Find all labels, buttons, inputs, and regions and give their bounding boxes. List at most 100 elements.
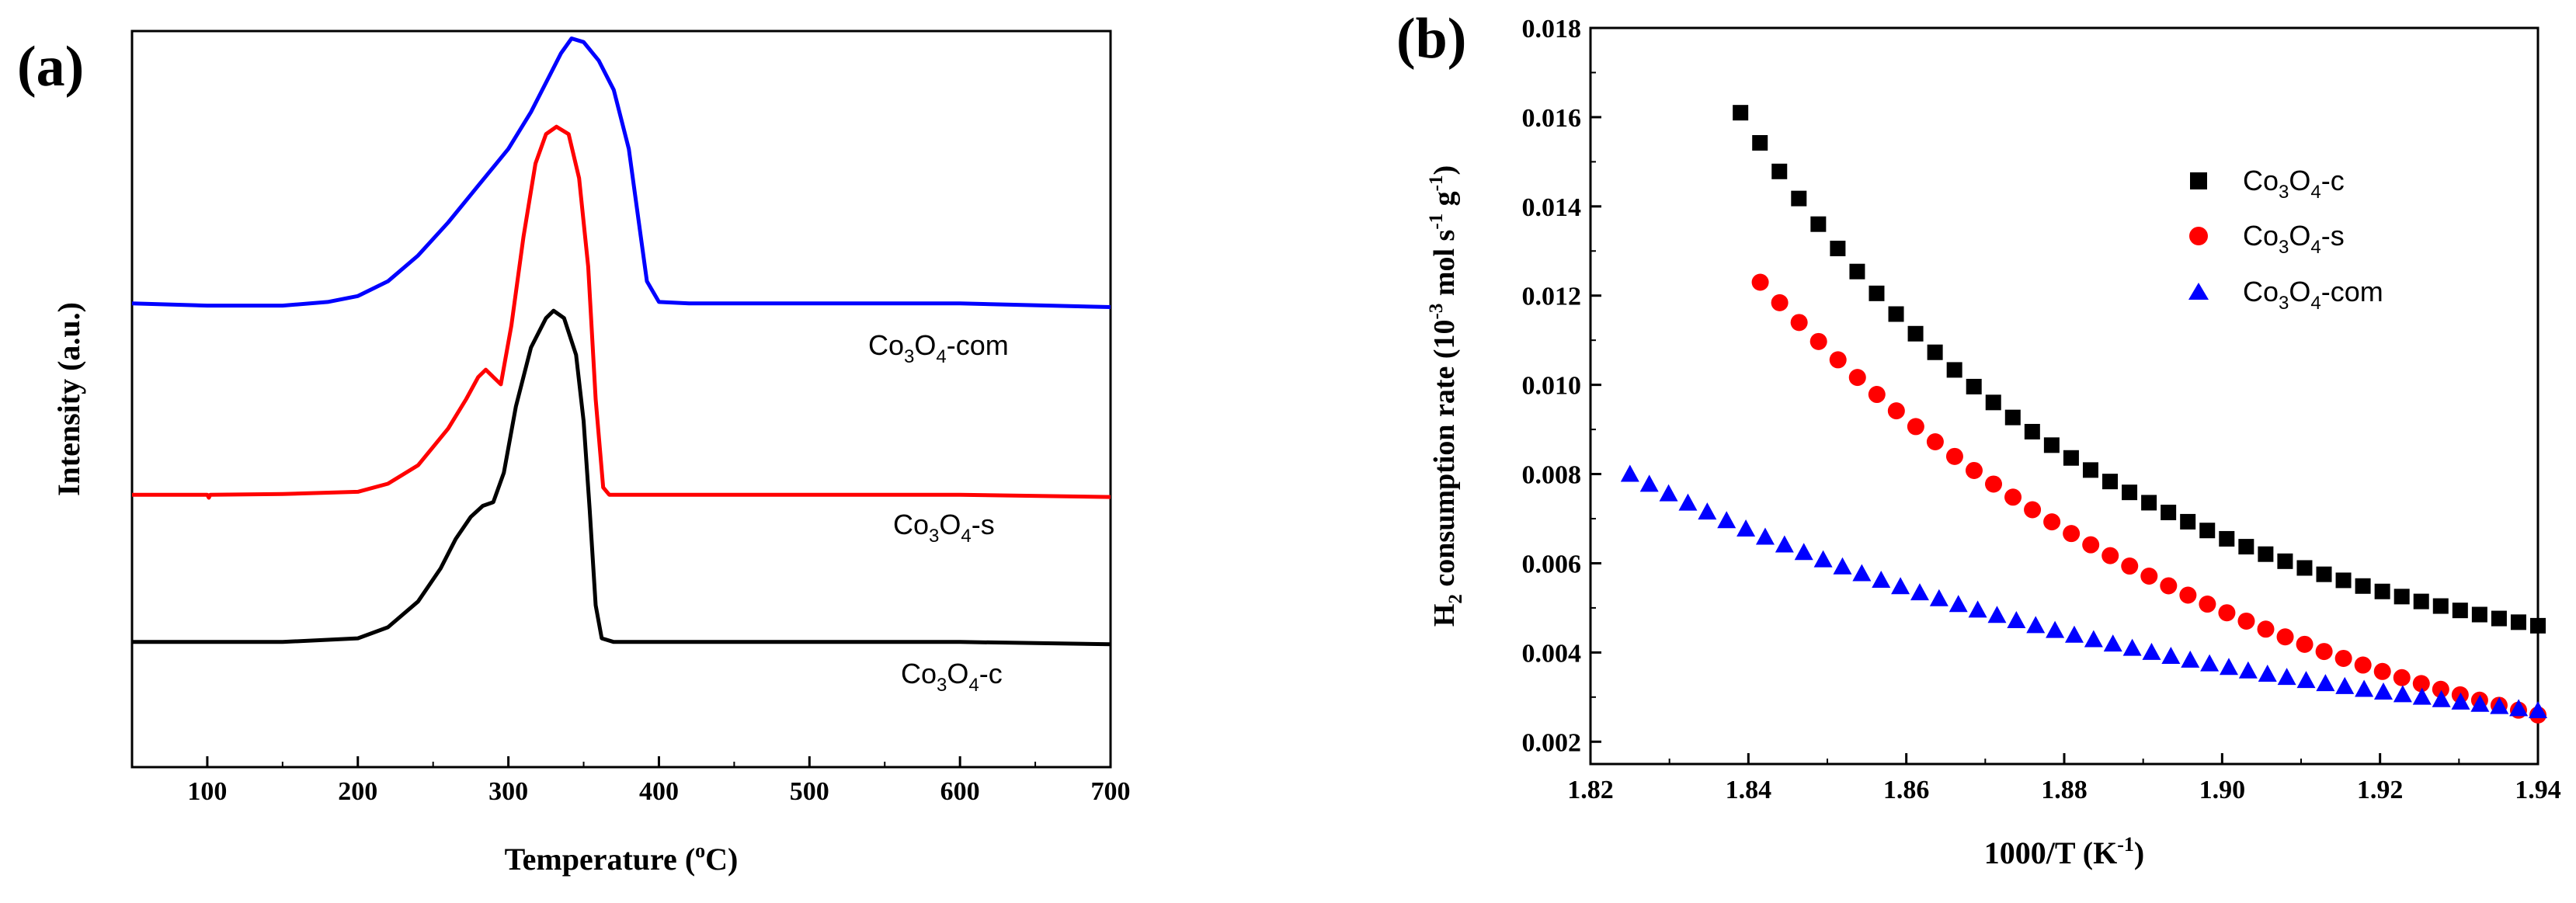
data-point-co3o4-c xyxy=(1946,362,1962,378)
panel-b-y-ticks: 0.002 0.004 0.006 0.008 0.010 0.012 0.014 0.016… xyxy=(1522,15,1601,757)
panel-b-x-tick-label: 1.88 xyxy=(2041,776,2088,804)
data-point-co3o4-c xyxy=(1907,325,1924,342)
panel-a-x-tick-label: 300 xyxy=(488,777,528,806)
series-label-co3o4-s: Co3O4-s xyxy=(893,509,995,547)
data-point-co3o4-c xyxy=(1791,190,1807,207)
data-point-co3o4-c xyxy=(2082,462,2098,478)
data-point-co3o4-com xyxy=(1717,511,1736,529)
data-point-co3o4-com xyxy=(2490,696,2509,714)
data-point-co3o4-c xyxy=(2452,603,2468,619)
panel-b-y-tick-label: 0.004 xyxy=(1522,639,1582,668)
data-point-co3o4-com xyxy=(2026,616,2046,634)
data-point-co3o4-s xyxy=(2043,513,2061,531)
legend-marker-co3o4-com xyxy=(2188,283,2209,300)
data-point-co3o4-c xyxy=(2219,530,2235,547)
panel-a-x-axis-label: Temperature (oC) xyxy=(505,839,739,877)
series-label-co3o4-com: Co3O4-com xyxy=(868,329,1009,367)
data-point-co3o4-com xyxy=(2296,671,2316,689)
data-point-co3o4-com xyxy=(1872,570,1891,588)
data-point-co3o4-s xyxy=(1868,386,1886,404)
data-point-co3o4-c xyxy=(2530,617,2546,634)
panel-b-x-tick-label: 1.84 xyxy=(1726,776,1772,804)
panel-b: (b) 1.82 1.84 1.86 1.88 1.90 1.92 1.94 0.0020.… xyxy=(1396,7,2561,870)
panel-b-y-tick-label: 0.012 xyxy=(1522,283,1582,311)
data-point-co3o4-s xyxy=(1965,461,1983,479)
data-point-co3o4-s xyxy=(1848,369,1866,387)
data-point-co3o4-s xyxy=(2160,577,2178,595)
data-point-co3o4-com xyxy=(2258,665,2277,682)
data-point-co3o4-c xyxy=(2413,593,2429,610)
data-point-co3o4-c xyxy=(2161,505,2177,521)
panel-a-x-tick-label: 100 xyxy=(187,777,227,806)
data-point-co3o4-com xyxy=(1891,577,1910,595)
data-point-co3o4-com xyxy=(2122,638,2142,656)
panel-b-y-tick-label: 0.014 xyxy=(1522,193,1582,222)
data-point-co3o4-s xyxy=(2004,488,2022,506)
data-point-co3o4-com xyxy=(1736,519,1756,537)
data-point-co3o4-s xyxy=(2218,604,2236,622)
panel-b-x-axis-label: 1000/T (K-1) xyxy=(1984,833,2145,870)
panel-b-x-tick-label: 1.90 xyxy=(2199,776,2246,804)
data-point-co3o4-com xyxy=(2064,625,2084,643)
data-point-co3o4-com xyxy=(2277,668,2296,686)
data-point-co3o4-s xyxy=(2334,649,2352,667)
data-point-co3o4-com xyxy=(2046,620,2065,638)
series-label-co3o4-c: Co3O4-c xyxy=(901,658,1003,696)
data-point-co3o4-s xyxy=(1926,432,1944,450)
panel-b-x-tick-label: 1.86 xyxy=(1883,776,1930,804)
data-point-co3o4-c xyxy=(2277,553,2293,569)
panel-b-x-tick-label: 1.92 xyxy=(2357,776,2404,804)
data-point-co3o4-s xyxy=(2276,628,2294,646)
data-point-co3o4-com xyxy=(1813,550,1833,568)
legend-label-co3o4-c: Co3O4-c xyxy=(2243,165,2345,203)
data-point-co3o4-s xyxy=(2373,662,2391,680)
panel-b-x-tick-label: 1.94 xyxy=(2515,776,2561,804)
data-point-co3o4-s xyxy=(1790,314,1808,332)
data-point-co3o4-c xyxy=(2316,566,2332,582)
panel-a-series xyxy=(131,36,1111,647)
data-point-co3o4-s xyxy=(2082,536,2100,554)
data-point-co3o4-com xyxy=(2373,682,2393,700)
data-point-co3o4-s xyxy=(2315,643,2333,661)
data-point-co3o4-c xyxy=(2141,495,2157,511)
series-line-co3o4-s xyxy=(132,124,1111,500)
data-point-co3o4-s xyxy=(1829,351,1847,369)
data-point-co3o4-com xyxy=(2529,701,2547,719)
data-point-co3o4-com xyxy=(2103,634,2122,652)
data-point-co3o4-c xyxy=(1752,134,1768,151)
panel-a-label: (a) xyxy=(17,35,84,99)
panel-b-y-tick-label: 0.008 xyxy=(1522,461,1582,490)
data-point-co3o4-c xyxy=(2180,513,2196,530)
data-point-co3o4-s xyxy=(1985,475,2003,493)
data-point-co3o4-c xyxy=(2374,583,2390,599)
data-point-co3o4-com xyxy=(1833,557,1852,575)
data-point-co3o4-com xyxy=(2355,679,2374,697)
panel-b-y-axis-label: H2 consumption rate (10-3 mol s-1 g-1) xyxy=(1426,165,1466,627)
data-point-co3o4-c xyxy=(2102,474,2119,490)
panel-b-x-ticks: 1.82 1.84 1.86 1.88 1.90 1.92 1.94 xyxy=(1567,753,2561,804)
panel-a-x-tick-label: 400 xyxy=(639,777,679,806)
data-point-co3o4-c xyxy=(1733,105,1749,121)
data-point-co3o4-s xyxy=(1771,293,1789,311)
data-point-co3o4-com xyxy=(2181,650,2200,668)
data-point-co3o4-com xyxy=(2412,687,2432,705)
data-point-co3o4-com xyxy=(1987,606,2007,623)
data-point-co3o4-com xyxy=(1620,464,1639,482)
data-point-co3o4-s xyxy=(2179,586,2197,604)
data-point-co3o4-com xyxy=(1910,583,1929,601)
data-point-co3o4-com xyxy=(1968,600,1987,618)
data-point-co3o4-com xyxy=(2007,610,2026,628)
data-point-co3o4-s xyxy=(2121,557,2139,575)
panel-b-y-tick-label: 0.002 xyxy=(1522,728,1582,757)
panel-b-y-tick-label: 0.018 xyxy=(1522,15,1582,43)
data-point-co3o4-c xyxy=(2355,578,2371,594)
data-point-co3o4-c xyxy=(2491,610,2507,627)
panel-b-label: (b) xyxy=(1396,7,1466,71)
panel-a-x-tick-label: 600 xyxy=(940,777,980,806)
data-point-co3o4-com xyxy=(1678,493,1698,511)
data-point-co3o4-s xyxy=(1751,273,1769,291)
data-point-co3o4-s xyxy=(2063,525,2081,543)
data-point-co3o4-s xyxy=(2237,612,2255,630)
data-point-co3o4-com xyxy=(1639,474,1659,492)
